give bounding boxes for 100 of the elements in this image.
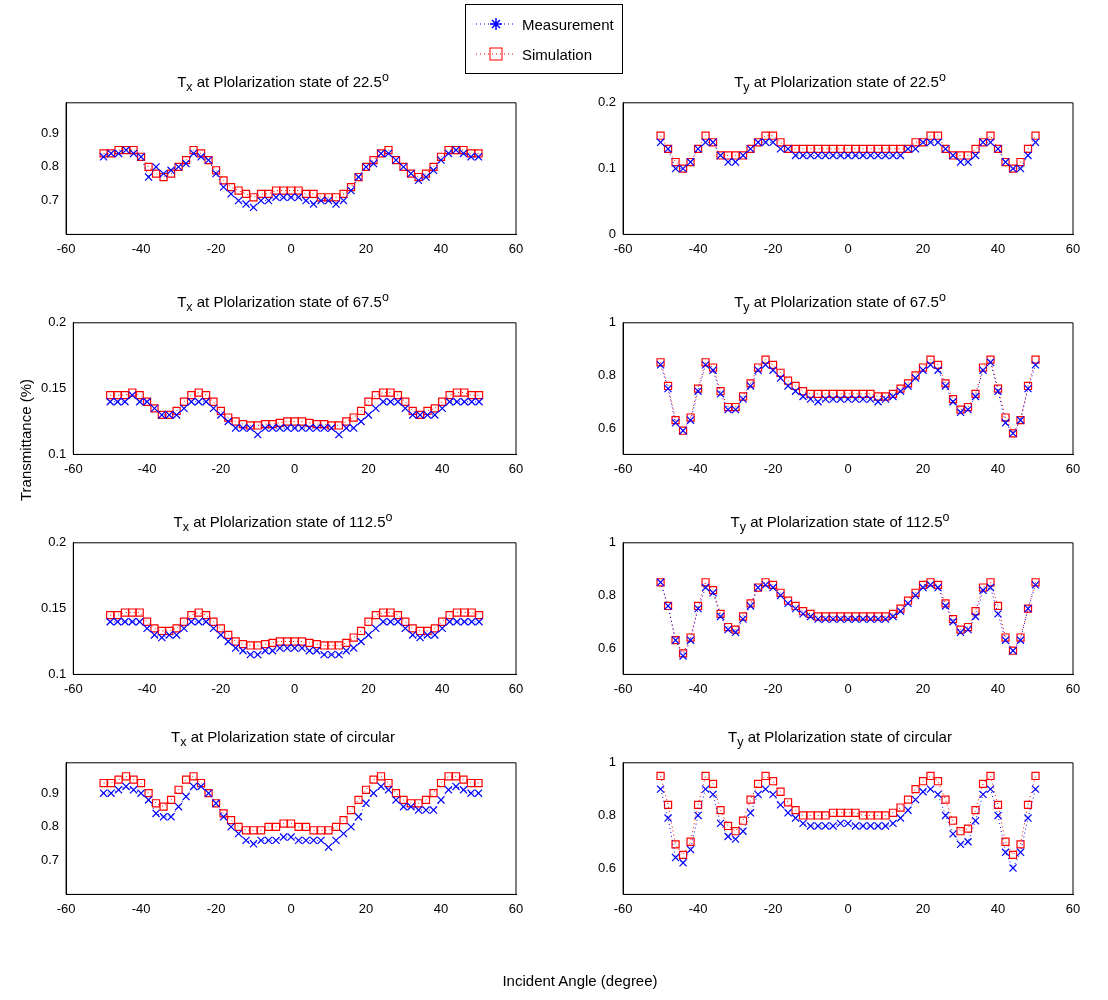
point [201, 611, 211, 620]
point [279, 193, 288, 202]
point [918, 787, 928, 796]
point [813, 144, 823, 153]
point [271, 822, 281, 832]
point [971, 816, 980, 825]
point [354, 795, 363, 805]
point [294, 836, 303, 845]
point [1001, 848, 1010, 857]
point [331, 836, 341, 845]
point [275, 643, 285, 653]
point [430, 624, 439, 633]
point [135, 397, 144, 406]
point [305, 646, 314, 655]
point [290, 643, 299, 653]
point [933, 360, 943, 370]
point [234, 186, 243, 195]
point [181, 775, 191, 784]
y-tick-label: 0.6 [597, 859, 617, 875]
point [249, 193, 258, 202]
point [956, 157, 965, 167]
x-tick-label: -60 [63, 460, 83, 476]
point [926, 131, 935, 140]
point [114, 149, 123, 158]
point [1001, 837, 1010, 846]
point [114, 785, 123, 794]
x-tick-label: -40 [131, 240, 151, 256]
point [701, 771, 710, 781]
point [174, 785, 183, 794]
point [459, 149, 468, 158]
point [144, 795, 153, 805]
point [224, 417, 233, 426]
point [421, 169, 431, 178]
point [761, 355, 770, 364]
point [238, 420, 248, 429]
point [99, 789, 108, 798]
point [196, 778, 206, 788]
point [238, 646, 248, 655]
point [436, 156, 446, 165]
point [911, 138, 920, 147]
point [279, 832, 288, 842]
point [342, 417, 351, 426]
point [1031, 360, 1040, 370]
x-tick-label: 40 [990, 240, 1006, 256]
point [768, 138, 778, 147]
point [963, 824, 973, 833]
point [331, 822, 341, 832]
y-tick-label: 1 [608, 314, 617, 330]
point [731, 834, 740, 844]
point [268, 646, 277, 655]
point [429, 805, 438, 815]
point [656, 771, 665, 781]
point [686, 845, 695, 854]
point [460, 397, 469, 406]
point [656, 784, 665, 794]
point [436, 795, 446, 805]
point [686, 837, 695, 846]
chart-title: T$_{x}$ at Plolarization state of circular [170, 727, 396, 751]
point [678, 858, 688, 867]
point [189, 145, 198, 155]
point [209, 624, 218, 633]
point [429, 166, 438, 175]
point [971, 806, 980, 815]
point [821, 394, 830, 404]
point [386, 397, 395, 406]
point [349, 423, 358, 433]
point [873, 811, 883, 820]
point [423, 406, 432, 416]
point [941, 795, 950, 804]
x-tick-label: -20 [206, 900, 226, 916]
point [423, 626, 432, 636]
x-tick-label: 60 [1065, 900, 1081, 916]
point [1031, 771, 1040, 781]
point [401, 397, 410, 406]
point [196, 782, 206, 791]
x-tick-label: 20 [361, 680, 376, 696]
point [460, 608, 469, 617]
point [813, 389, 823, 398]
point [1023, 144, 1033, 153]
point [701, 131, 710, 140]
y-tick-label: 0.15 [40, 600, 67, 616]
point [866, 811, 875, 820]
point [806, 151, 815, 160]
point [157, 633, 166, 642]
x-tick-label: 20 [915, 460, 931, 476]
point [320, 641, 329, 650]
point [271, 193, 281, 202]
point [339, 816, 348, 825]
point [361, 799, 371, 808]
point [216, 406, 225, 416]
x-tick-label: 20 [915, 240, 931, 256]
point [339, 196, 348, 205]
point [159, 169, 168, 178]
y-tick-label: 0.1 [48, 665, 67, 681]
point [776, 144, 785, 153]
point [224, 637, 233, 646]
point [783, 798, 793, 807]
point [369, 789, 378, 798]
point [246, 641, 255, 650]
point [1016, 164, 1025, 173]
